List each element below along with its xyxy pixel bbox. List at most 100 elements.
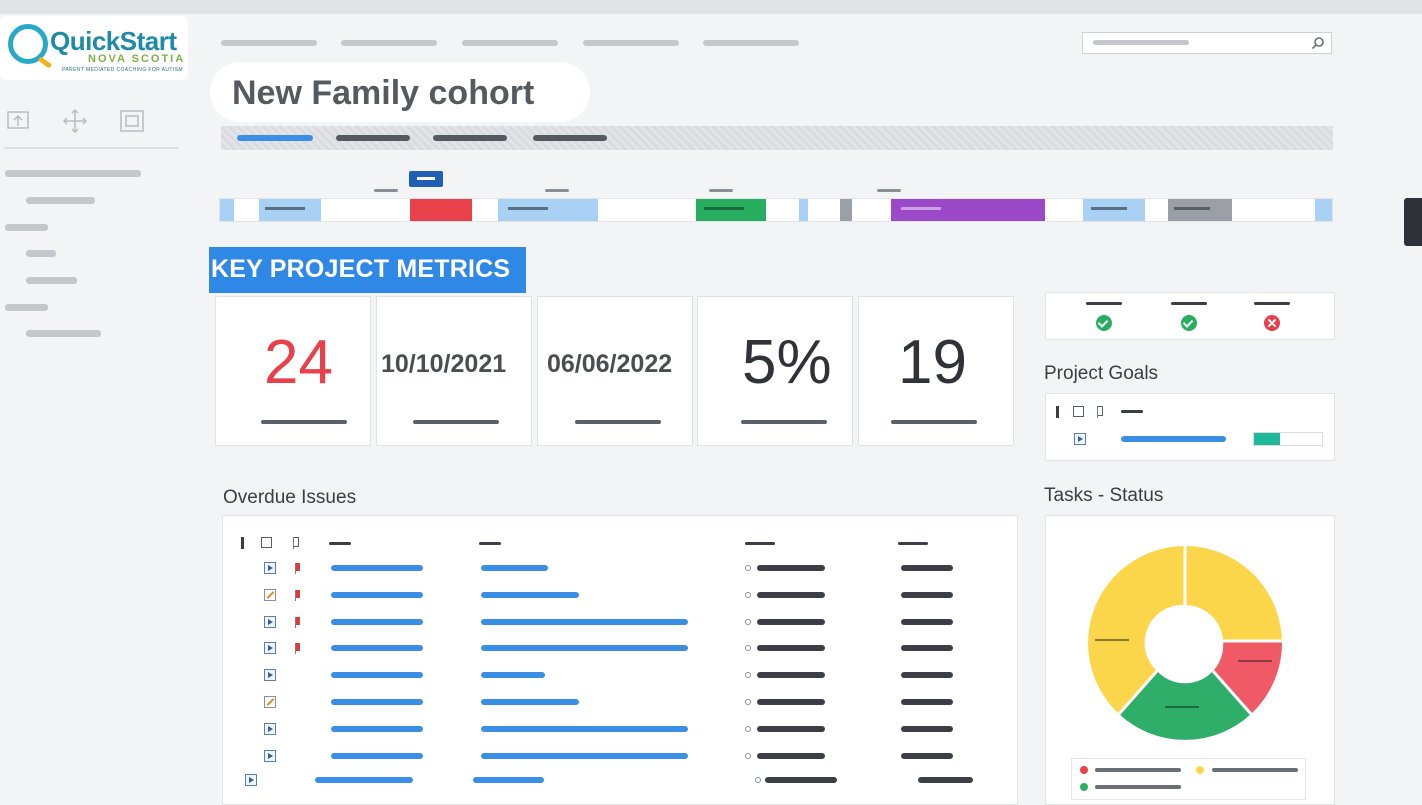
- metric-card[interactable]: [858, 296, 1014, 446]
- sidebar-item[interactable]: [26, 197, 95, 204]
- sidebar-item[interactable]: [26, 250, 56, 257]
- side-panel-handle[interactable]: [1404, 198, 1422, 246]
- timeline-segment[interactable]: [220, 199, 234, 221]
- flag-icon: [1097, 406, 1103, 418]
- tab-item[interactable]: [533, 135, 607, 141]
- due-date: [901, 618, 953, 625]
- flag-icon: [295, 563, 300, 574]
- tab-item[interactable]: [336, 135, 410, 141]
- issue-link[interactable]: [331, 645, 423, 652]
- play-icon[interactable]: [264, 615, 276, 628]
- issue-link[interactable]: [473, 777, 544, 783]
- column-header: [898, 542, 928, 545]
- timeline-tick: [709, 189, 733, 192]
- issue-link[interactable]: [481, 565, 548, 571]
- play-icon[interactable]: [1074, 433, 1086, 445]
- goals-column: [1121, 410, 1143, 413]
- timeline-segment[interactable]: [1168, 199, 1232, 221]
- play-icon[interactable]: [264, 749, 276, 762]
- play-icon[interactable]: [264, 722, 276, 735]
- donut-segment-late: [1213, 641, 1282, 714]
- window-icon[interactable]: [119, 109, 145, 133]
- flag-icon: [295, 643, 300, 655]
- timeline-segment[interactable]: [1315, 199, 1332, 221]
- logo-tagline: PARENT MEDIATED COACHING FOR AUTISM: [62, 67, 183, 73]
- due-date: [901, 752, 953, 759]
- issue-link[interactable]: [481, 618, 688, 625]
- timeline-segment[interactable]: [799, 199, 808, 221]
- timeline-segment[interactable]: [840, 199, 852, 221]
- nav-item[interactable]: [462, 40, 558, 46]
- play-icon[interactable]: [264, 669, 276, 682]
- nav-item[interactable]: [583, 40, 679, 46]
- issue-link[interactable]: [481, 591, 579, 598]
- play-icon[interactable]: [264, 562, 276, 574]
- overdue-heading: Overdue Issues: [223, 487, 357, 508]
- issue-link[interactable]: [481, 725, 688, 732]
- timeline-segment[interactable]: [410, 199, 472, 221]
- assignee-avatar: [745, 645, 751, 652]
- metric-value: 06/06/2022: [547, 350, 673, 378]
- status-label: [1171, 302, 1207, 305]
- due-date: [901, 591, 953, 598]
- legend-label: [1212, 768, 1298, 772]
- issue-link[interactable]: [331, 725, 423, 732]
- timeline-segment[interactable]: [891, 199, 1045, 221]
- sidebar-group[interactable]: [5, 304, 48, 311]
- timeline-segment[interactable]: [696, 199, 766, 221]
- metric-card[interactable]: [697, 296, 853, 446]
- section-label: KEY PROJECT METRICS: [211, 255, 511, 283]
- sidebar-group[interactable]: [5, 170, 141, 177]
- timeline-segment[interactable]: [1083, 199, 1145, 221]
- assignee-name: [757, 752, 825, 759]
- tab-active[interactable]: [237, 135, 313, 141]
- goal-link[interactable]: [1121, 436, 1226, 442]
- sidebar-item[interactable]: [26, 330, 101, 337]
- logo-name: QuickStart: [50, 26, 177, 56]
- select-all-checkbox[interactable]: [1073, 406, 1084, 417]
- nav-item[interactable]: [703, 40, 799, 46]
- metric-label: [575, 420, 661, 424]
- issue-link[interactable]: [331, 672, 423, 679]
- select-all-checkbox[interactable]: [261, 537, 272, 548]
- issue-link[interactable]: [315, 777, 413, 783]
- issue-link[interactable]: [331, 591, 423, 598]
- issue-link[interactable]: [331, 752, 423, 759]
- timeline-segment[interactable]: [259, 199, 321, 221]
- nav-item[interactable]: [341, 40, 437, 46]
- timeline-tick: [545, 189, 569, 192]
- logo-mark-icon: [8, 24, 48, 64]
- issue-link[interactable]: [481, 699, 579, 705]
- legend-label: [1095, 785, 1181, 789]
- assignee-name: [757, 591, 825, 598]
- play-icon[interactable]: [245, 774, 257, 786]
- edit-icon[interactable]: [264, 588, 276, 601]
- assignee-avatar: [745, 672, 751, 679]
- issue-link[interactable]: [481, 672, 545, 679]
- assignee-name: [757, 565, 825, 571]
- section-header: [209, 247, 526, 293]
- logo-region: NOVA SCOTIA: [88, 53, 186, 65]
- metric-label: [261, 420, 347, 424]
- due-date: [901, 645, 953, 652]
- tab-item[interactable]: [433, 135, 507, 141]
- issue-link[interactable]: [331, 565, 423, 571]
- search-input[interactable]: [1082, 32, 1332, 54]
- status-label: [1254, 302, 1290, 305]
- issue-link[interactable]: [331, 618, 423, 625]
- timeline-marker[interactable]: [409, 171, 443, 187]
- assignee-avatar: [755, 777, 761, 783]
- issue-link[interactable]: [481, 645, 688, 652]
- goals-heading: Project Goals: [1044, 363, 1159, 384]
- issue-link[interactable]: [481, 752, 688, 759]
- upload-icon[interactable]: [6, 108, 30, 132]
- play-icon[interactable]: [264, 642, 276, 655]
- nav-item[interactable]: [221, 40, 317, 46]
- issue-link[interactable]: [331, 699, 423, 705]
- sidebar-item[interactable]: [26, 277, 77, 284]
- move-icon[interactable]: [62, 108, 88, 134]
- edit-icon[interactable]: [264, 696, 276, 708]
- timeline-segment[interactable]: [498, 199, 598, 221]
- sidebar-group[interactable]: [5, 224, 48, 231]
- timeline-track: [219, 198, 1333, 222]
